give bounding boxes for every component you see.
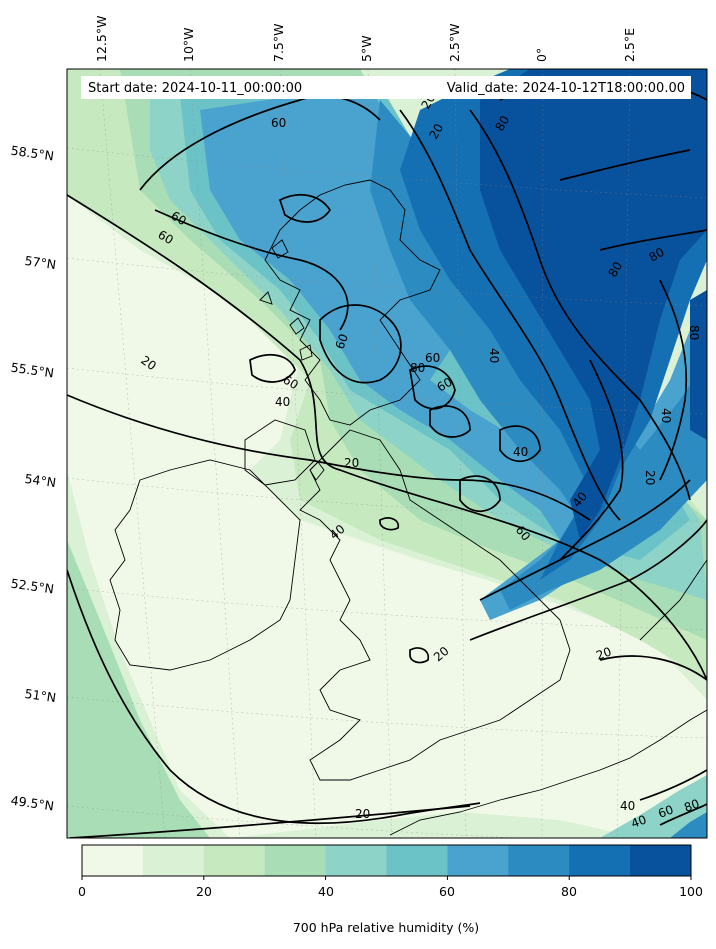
colorbar-segment <box>264 845 327 876</box>
contour-labels: 60 60 60 60 80 80 80 80 80 60 60 60 40 4… <box>138 91 701 831</box>
lon-label: 5°W <box>359 35 374 62</box>
coast-belgium-netherlands <box>639 559 707 641</box>
lat-label: 51°N <box>24 686 57 705</box>
contour-label: 80 <box>682 796 701 814</box>
colorbar-segment <box>82 845 144 876</box>
contour-label: 40 <box>659 408 673 423</box>
contour-label: 80 <box>605 259 625 279</box>
lat-label: 58.5°N <box>10 143 55 164</box>
valid-date-label: Valid_date: 2024-10-12T18:00:00.00 <box>447 81 685 96</box>
rh-band-se-corner-dark <box>670 812 707 838</box>
contour-label: 40 <box>513 445 528 459</box>
coast-england <box>299 429 571 781</box>
coast-france <box>389 709 707 836</box>
map-panel: 60 60 60 60 80 80 80 80 80 60 60 60 40 4… <box>67 69 707 838</box>
lon-label: 2.5°W <box>447 24 462 63</box>
colorbar-segment <box>569 845 631 876</box>
contour-label: 60 <box>169 208 189 228</box>
coast-ireland <box>109 459 301 671</box>
contour-label: 20 <box>594 644 613 662</box>
colorbar-segment <box>386 845 448 876</box>
contour-label: 60 <box>333 332 351 351</box>
longitude-labels: 12.5°W 10°W 7.5°W 5°W 2.5°W 0° 2.5°E <box>94 16 637 62</box>
colorbar-segment <box>142 845 205 876</box>
contour-label: 40 <box>629 812 648 830</box>
lat-label: 52.5°N <box>10 576 55 597</box>
contour-label: 20 <box>344 456 359 470</box>
colorbar-segment <box>203 845 266 876</box>
coast-northern-ireland <box>244 419 316 486</box>
contour-label: 20 <box>355 807 370 821</box>
start-date-label: Start date: 2024-10-11_00:00:00 <box>88 81 302 96</box>
colorbar-ticks: 0 20 40 60 80 100 <box>78 876 703 899</box>
contour-label: 40 <box>275 395 290 409</box>
contour-label: 40 <box>487 348 501 363</box>
coast-islands <box>259 239 313 361</box>
colorbar-tick-label: 0 <box>78 884 86 899</box>
colorbar-segment <box>325 845 387 876</box>
lon-label: 0° <box>534 48 549 62</box>
colorbar <box>82 845 692 876</box>
rh-band-0-10 <box>67 195 707 838</box>
lat-label: 49.5°N <box>10 793 55 814</box>
graticule <box>67 69 707 838</box>
coast-isle-of-man <box>309 461 325 481</box>
rh-band-90-100 <box>480 69 707 540</box>
lon-label: 2.5°E <box>622 28 637 62</box>
contour-label: 60 <box>425 351 440 365</box>
rh-band-se-corner <box>600 775 707 838</box>
colorbar-frame <box>81 844 692 877</box>
contour-label: 80 <box>492 113 512 133</box>
contour-label: 60 <box>271 116 286 130</box>
contour-label: 60 <box>281 372 301 392</box>
rh-band-west-edge <box>67 540 210 838</box>
contour-label: 80 <box>647 245 667 265</box>
map-frame <box>66 68 708 839</box>
contour-label: 40 <box>620 799 635 813</box>
date-header-box <box>81 76 691 99</box>
rh-band-east-edge <box>690 290 707 440</box>
contour-label: 60 <box>435 375 455 395</box>
lon-label: 7.5°W <box>271 24 286 63</box>
colorbar-tick-label: 60 <box>439 884 455 899</box>
colorbar-segment <box>508 845 570 876</box>
lat-label: 54°N <box>24 471 57 490</box>
colorbar-tick-label: 100 <box>679 884 703 899</box>
contours <box>67 78 707 838</box>
contour-label: 60 <box>156 227 176 247</box>
lat-label: 57°N <box>24 253 57 272</box>
contour-label: 60 <box>656 802 675 820</box>
colorbar-tick-label: 40 <box>318 884 334 899</box>
colorbar-label: 700 hPa relative humidity (%) <box>293 920 479 935</box>
lat-label: 55.5°N <box>10 360 55 381</box>
colorbar-segment <box>630 845 692 876</box>
colorbar-tick-label: 80 <box>561 884 577 899</box>
lon-label: 12.5°W <box>94 16 109 62</box>
lon-label: 10°W <box>181 27 196 62</box>
colorbar-segment <box>447 845 509 876</box>
colorbar-tick-label: 20 <box>196 884 212 899</box>
latitude-labels: 58.5°N 57°N 55.5°N 54°N 52.5°N 51°N 49.5… <box>10 143 57 814</box>
coastlines <box>109 179 707 836</box>
contour-label: 80 <box>687 325 701 340</box>
contour-label: 20 <box>426 121 446 141</box>
contour-label: 80 <box>410 361 425 375</box>
contour-label: 20 <box>643 470 657 485</box>
